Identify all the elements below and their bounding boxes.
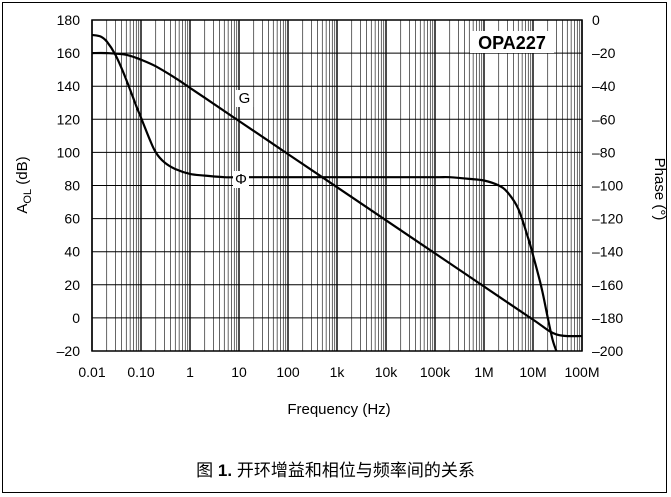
x-tick-label: 1k [330,364,346,380]
x-tick-label: 0.10 [127,364,154,380]
y-tick-label-right: –180 [592,310,623,326]
curve-label-background [235,90,254,107]
caption-number: 1. [217,461,233,480]
y-tick-label-right: –120 [592,211,623,227]
title-background [470,31,554,53]
y-tick-label-left: 140 [57,78,81,94]
series-layer [91,33,583,352]
y-tick-label-right: –100 [592,178,623,194]
y-tick-label-right: –60 [592,111,616,127]
x-tick-label: 1M [474,364,493,380]
y-tick-label-left: 60 [64,211,80,227]
y-tick-label-left: 20 [64,277,80,293]
major-grid [91,19,583,352]
caption-text: 开环增益和相位与频率间的关系 [232,461,475,480]
x-tick-label: 0.01 [78,364,105,380]
y-tick-label-right: –160 [592,277,623,293]
chart-title: OPA227 [478,33,546,53]
figure-caption: 图 1. 开环增益和相位与频率间的关系 [0,456,671,481]
y-tick-label-left: 40 [64,244,80,260]
series-line-phase [91,33,558,352]
x-tick-labels: 0.01 0.10 1 10 100 1k 10k 100k 1M 10M 100M [78,364,599,380]
curve-labels: GΦ [233,90,254,188]
y-tick-label-left: 0 [72,310,80,326]
left-tick-labels: 180 160 140 120 100 80 60 40 20 0 –20 [57,12,81,359]
y-tick-label-right: –200 [592,343,623,359]
y-tick-label-right: –40 [592,78,616,94]
curve-label-phase: Φ [235,171,247,188]
y-tick-label-left: –20 [57,343,81,359]
right-tick-labels: 0 –20 –40 –60 –80 –100 –120 –140 –160 –180 –200 [592,12,623,359]
y-tick-label-left: 160 [57,45,81,61]
x-tick-label: 10k [375,364,399,380]
x-axis-label: Frequency (Hz) [287,401,390,418]
y-tick-label-left: 120 [57,111,81,127]
x-tick-label: 100k [420,364,451,380]
y-tick-label-left: 80 [64,178,80,194]
y-tick-label-left: 180 [57,12,81,28]
x-tick-label: 1 [186,364,194,380]
x-tick-label: 10M [519,364,546,380]
y-axis-label-right: Phase (°) [651,158,668,221]
y-axis-label-left: AOL (dB) [14,156,34,213]
y-tick-label-right: 0 [592,12,600,28]
y-tick-label-left: 100 [57,144,81,160]
caption-prefix: 图 [196,461,218,480]
title-box: OPA227 [470,31,554,53]
curve-label-background [233,171,249,188]
y-tick-label-right: –20 [592,45,616,61]
curve-label-gain: G [239,90,251,107]
series-line-gain [91,51,583,338]
y-tick-label-right: –80 [592,144,616,160]
axis-labels: Frequency (Hz) AOL (dB) Phase (°) [14,156,668,418]
x-tick-label: 100 [276,364,300,380]
plot-border [91,19,583,352]
x-tick-label: 100M [564,364,599,380]
y-tick-label-right: –140 [592,244,623,260]
x-tick-label: 10 [231,364,247,380]
